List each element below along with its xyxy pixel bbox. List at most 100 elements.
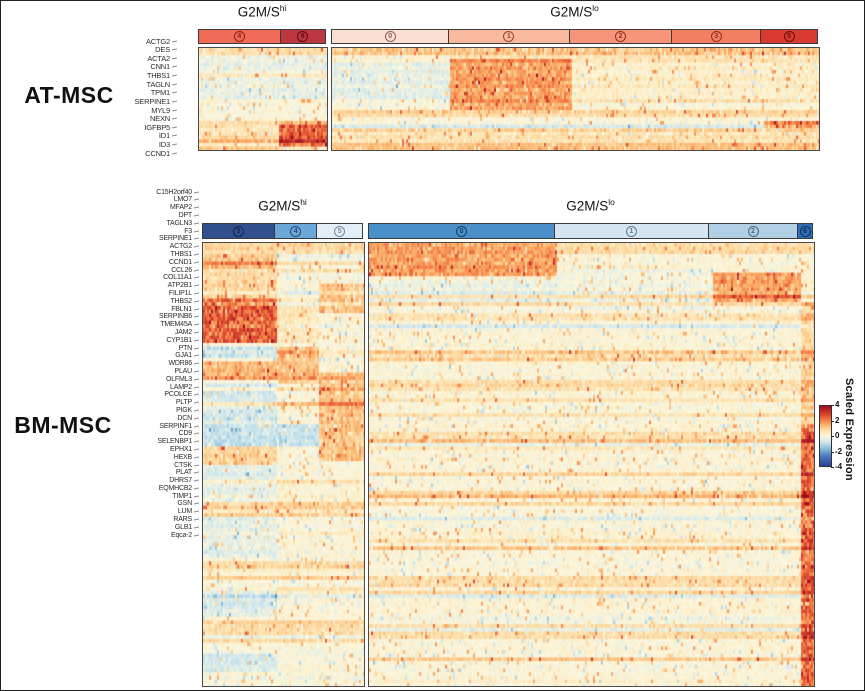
- gene-name: CCND1: [168, 258, 192, 266]
- gene-label: Eqca-2: [39, 531, 200, 540]
- group-title-hi: G2M/Shi: [198, 3, 326, 20]
- gene-connector-dash: [193, 456, 200, 459]
- gene-connector-dash: [193, 276, 200, 279]
- gene-label: PLAU: [39, 367, 200, 376]
- gene-label: PIGK: [39, 406, 200, 415]
- gene-connector-dash: [193, 479, 200, 482]
- cluster-bar-lo: 0 1 2 6: [368, 223, 813, 239]
- gene-connector-dash: [193, 370, 200, 373]
- cluster-number-badge: 0: [384, 31, 396, 42]
- gene-name: SELENBP1: [157, 438, 192, 446]
- legend-tick-mark: [831, 451, 834, 453]
- gene-connector-dash: [193, 463, 200, 467]
- gene-connector-dash: [171, 126, 178, 129]
- gene-connector-dash: [193, 198, 200, 201]
- gene-label: ID1: [17, 131, 178, 141]
- gene-connector-dash: [171, 91, 178, 94]
- gene-connector-dash: [193, 222, 200, 225]
- cluster-number-badge: 1: [625, 225, 637, 237]
- legend-tick-label: -2: [835, 446, 843, 456]
- cluster-number-badge: 6: [799, 225, 811, 237]
- gene-name: PCOLCE: [164, 391, 192, 399]
- gene-label: COL11A1: [39, 273, 200, 282]
- cluster-number-badge: 0: [456, 225, 468, 237]
- gene-name: FILIP1L: [168, 290, 192, 297]
- gene-name: DCN: [177, 414, 192, 422]
- gene-label: LUM: [39, 507, 200, 516]
- gene-label: PLAT: [39, 468, 200, 477]
- legend-tick-mark: [831, 467, 834, 468]
- gene-label: F3: [39, 227, 200, 236]
- gene-label: TAGLN: [17, 79, 178, 89]
- gene-connector-dash: [171, 83, 178, 86]
- heatmap-canvas-bm-msc-hi: [202, 242, 365, 687]
- gene-connector-dash: [193, 386, 200, 389]
- legend-tick-label: 0: [835, 431, 840, 440]
- gene-name: TAGLN: [146, 79, 171, 89]
- gene-name: TAGLN3: [166, 219, 192, 227]
- gene-label: EQMHCB2: [39, 484, 200, 493]
- gene-label: TMEM45A: [39, 320, 200, 329]
- gene-connector-dash: [193, 502, 200, 505]
- cluster-chip-3: 3: [203, 224, 276, 238]
- gene-name: CTSK: [174, 461, 192, 469]
- cluster-number-badge: 2: [615, 31, 627, 42]
- cluster-chip-5: 5: [317, 224, 362, 238]
- gene-name: TPM1: [150, 88, 170, 98]
- gene-label: MYL9: [17, 105, 178, 115]
- gene-name: PLAU: [174, 367, 193, 375]
- gene-label: DPT: [39, 211, 200, 220]
- gene-connector-dash: [171, 57, 178, 60]
- gene-label: C15H2orf40: [39, 188, 200, 197]
- gene-connector-dash: [171, 100, 178, 103]
- gene-label: ACTA2: [17, 54, 178, 64]
- gene-name: JAM2: [174, 328, 192, 336]
- legend-tick-label: 2: [835, 415, 840, 425]
- gene-connector-dash: [193, 284, 200, 287]
- gene-connector-dash: [193, 534, 200, 537]
- gene-name: COL11A1: [163, 274, 192, 282]
- gene-connector-dash: [193, 417, 200, 420]
- gene-name: ID1: [158, 131, 170, 141]
- gene-label: ATP2B1: [39, 281, 200, 290]
- cluster-number-badge: 4: [233, 31, 245, 42]
- gene-connector-dash: [193, 315, 200, 318]
- gene-connector-dash: [193, 323, 200, 326]
- gene-connector-dash: [171, 109, 178, 112]
- cluster-chip-5: 5: [761, 30, 817, 43]
- gene-name: DES: [155, 45, 170, 55]
- gene-name: PTN: [178, 344, 193, 352]
- gene-label: ACTG2: [17, 36, 178, 46]
- gene-name: LAMP2: [170, 383, 192, 391]
- gene-label: PLTP: [39, 398, 200, 407]
- group-title-base: G2M/S: [566, 198, 609, 214]
- gene-name: DHRS7: [169, 477, 192, 485]
- legend-tick-mark: [831, 420, 834, 422]
- gene-label: MFAP2: [39, 203, 200, 212]
- group-title-base: G2M/S: [550, 4, 593, 20]
- gene-connector-dash: [193, 401, 200, 404]
- gene-label: CTSK: [39, 461, 200, 470]
- gene-connector-dash: [193, 440, 200, 443]
- group-title-superscript: lo: [608, 197, 615, 207]
- cluster-chip-1: 1: [555, 224, 709, 238]
- gene-connector-dash: [193, 300, 200, 303]
- gene-label: THBS1: [39, 250, 200, 259]
- gene-connector-dash: [193, 510, 200, 513]
- gene-label: OLFML3: [39, 375, 200, 384]
- gene-label: DHRS7: [39, 476, 200, 485]
- gene-name: NEXN: [149, 114, 170, 124]
- gene-name: DPT: [178, 212, 193, 220]
- gene-name: PLAT: [175, 469, 192, 477]
- group-title-lo: G2M/Slo: [368, 197, 813, 214]
- gene-name: WDR86: [168, 360, 192, 368]
- gene-name: THBS1: [146, 71, 170, 81]
- gene-connector-dash: [193, 292, 200, 295]
- gene-name: CD9: [178, 430, 193, 438]
- gene-connector-dash: [193, 214, 200, 217]
- gene-name: LUM: [177, 508, 192, 516]
- gene-label: IGFBP5: [17, 123, 178, 133]
- gene-connector-dash: [171, 134, 178, 137]
- gene-name: FBLN1: [171, 305, 192, 313]
